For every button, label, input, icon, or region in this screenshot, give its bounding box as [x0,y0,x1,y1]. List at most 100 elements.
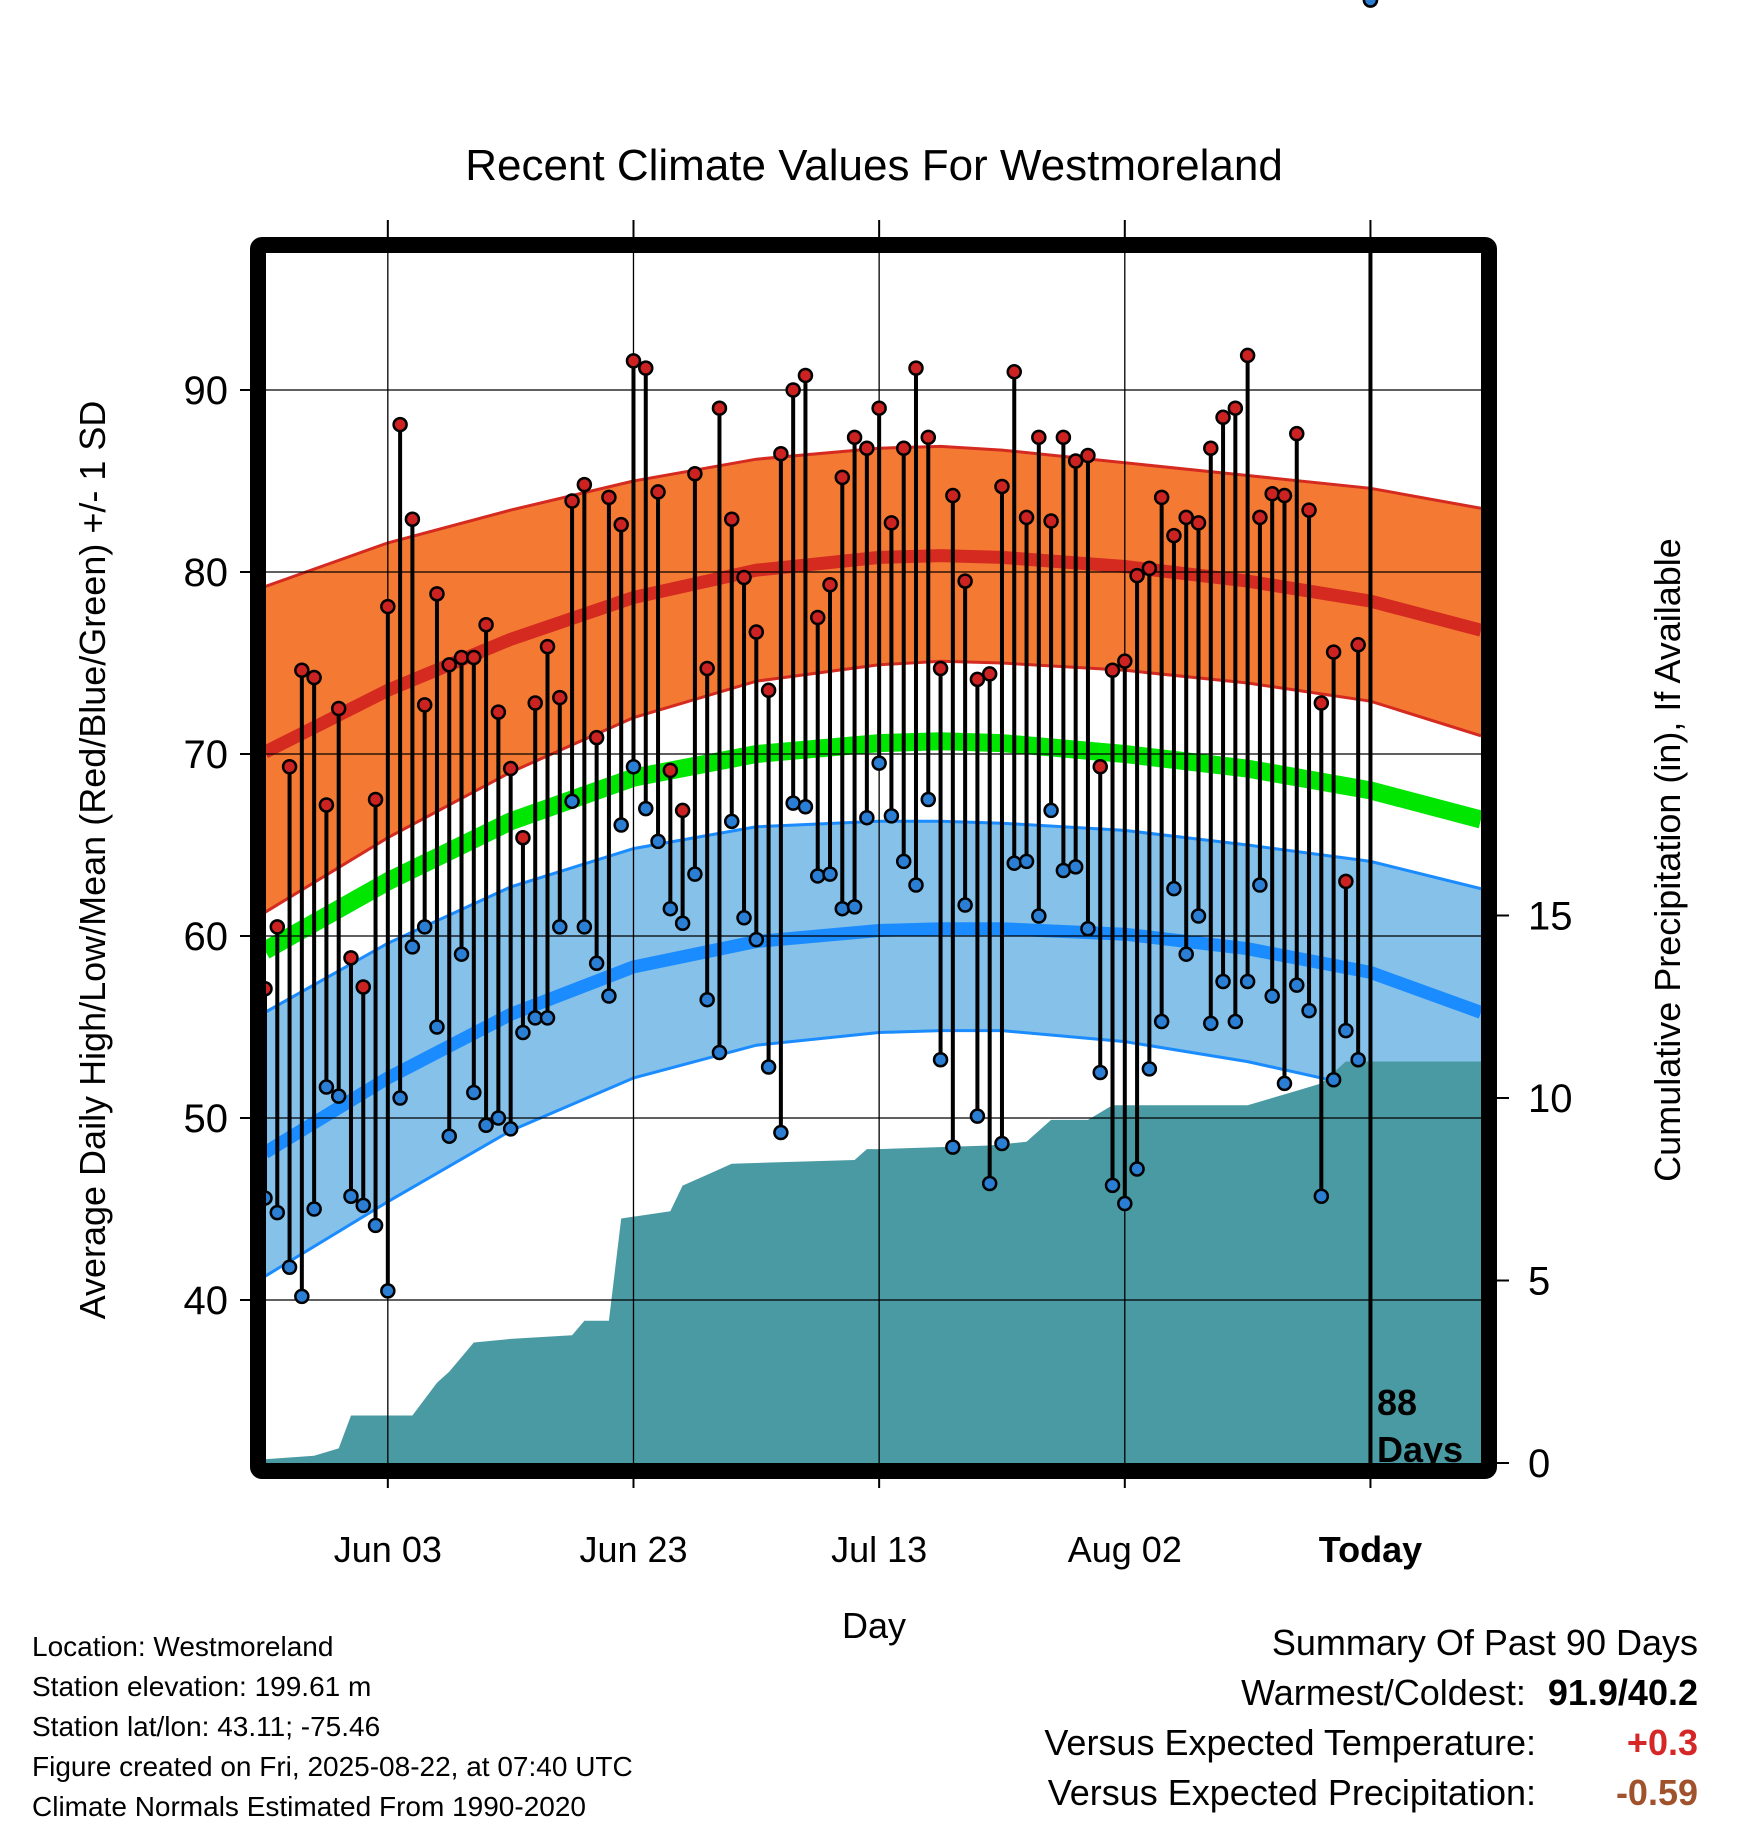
high-temp-point [1117,653,1133,669]
high-temp-point [1067,453,1084,469]
low-temp-point [416,919,433,935]
high-temp-point [269,919,286,935]
low-temp-point [1227,1013,1244,1030]
low-temp-point [1362,0,1379,8]
low-temp-point [920,791,937,808]
high-temp-point [1239,347,1256,364]
high-temp-point [945,487,961,504]
low-temp-point [1338,1022,1354,1039]
x-axis-label: Day [842,1605,906,1646]
low-upper-edge [265,819,1481,1014]
info-elevation: Station elevation: 199.61 m [32,1671,372,1702]
high-temp-point [1055,429,1072,446]
info-normals: Climate Normals Estimated From 1990-2020 [32,1791,586,1822]
x-tick-label: Aug 02 [1068,1529,1182,1570]
high-temp-point [330,700,347,717]
high-temp-point [1264,485,1280,502]
mean-normal-line [265,732,1481,959]
low-temp-point [269,1204,286,1221]
high-temp-point [650,484,666,500]
high-temp-point [1129,567,1145,584]
x-tick-label: Jul 13 [831,1529,927,1570]
high-temp-point [1325,644,1342,660]
high-temp-point [1301,502,1317,518]
high-temp-point [1153,489,1170,506]
low-temp-point [687,866,703,882]
high-temp-point [748,624,765,640]
low-temp-point [318,1079,335,1095]
low-temp-point [859,809,875,826]
low-temp-point [945,1139,961,1155]
high-temp-point [613,516,629,533]
high-temp-point [785,382,801,398]
y2-tick-label: 5 [1528,1260,1550,1304]
low-temp-point [1289,977,1305,993]
high-temp-point [392,416,408,433]
y2-tick-label: 15 [1528,895,1573,939]
high-temp-point [859,440,875,456]
low-temp-point [932,1052,949,1068]
high-temp-point [490,704,507,720]
high-temp-point [527,695,543,711]
low-temp-point [502,1121,519,1137]
low-temp-point [871,755,887,771]
high-temp-point [809,609,826,626]
high-temp-point [895,440,912,456]
low-temp-point [1031,908,1047,924]
high-temp-point [1252,509,1268,526]
low-temp-point [343,1188,359,1205]
x-tick-label: Jun 23 [579,1529,687,1570]
low-temp-point [1264,988,1280,1004]
low-temp-point [552,919,568,935]
info-location: Location: Westmoreland [32,1631,334,1662]
chart-title: Recent Climate Values For Westmoreland [465,141,1283,190]
high-temp-point [846,429,863,446]
low-temp-point [711,1044,728,1061]
high-temp-point [1227,400,1244,416]
low-temp-point [539,1010,556,1026]
high-temp-point [318,797,335,813]
high-lower-edge [265,659,1481,914]
low-temp-point [883,808,900,824]
low-temp-point [1080,920,1096,937]
low-temp-point [846,899,863,915]
low-temp-point [294,1288,310,1305]
high-temp-point [429,586,445,602]
summary-temp-value: +0.3 [1626,1722,1698,1763]
high-temp-point [1141,560,1158,577]
summary-warmest-row: Warmest/Coldest: 91.9/40.2 [1044,1668,1698,1718]
high-temp-point [1276,487,1293,504]
low-temp-point [809,868,826,884]
low-temp-point [760,1059,777,1075]
summary-heading: Summary Of Past 90 Days [1271,1622,1698,1663]
low-temp-point [466,1084,482,1101]
x-tick-label: Jun 03 [334,1529,442,1570]
low-temp-point [306,1201,322,1217]
low-temp-point [662,900,679,917]
low-temp-point [1104,1177,1121,1194]
high-temp-point [502,760,519,777]
high-temp-point [281,758,298,775]
high-temp-point [760,682,777,699]
low-temp-point [1301,1002,1317,1019]
y2-axis-label: Cumulative Precipitation (in), If Availa… [1647,538,1688,1182]
high-temp-point [404,511,421,527]
low-temp-point [625,758,642,775]
y-tick-label: 60 [184,915,229,959]
high-normal-line [265,549,1481,759]
today-days-label: Days [1377,1429,1463,1470]
info-created: Figure created on Fri, 2025-08-22, at 07… [32,1751,633,1782]
high-temp-point [822,576,838,593]
high-temp-point [552,689,568,706]
low-temp-point [1350,1052,1366,1068]
high-temp-point [711,400,728,416]
summary-precip-row: Versus Expected Precipitation: -0.59 [1044,1768,1698,1818]
low-temp-point [785,795,801,811]
high-temp-point [1031,429,1047,446]
y2-tick-label: 0 [1528,1442,1550,1486]
plot-frame [250,237,1497,1479]
low-temp-point [834,900,851,917]
low-temp-point [1067,859,1084,875]
low-normal-line [265,922,1481,1159]
